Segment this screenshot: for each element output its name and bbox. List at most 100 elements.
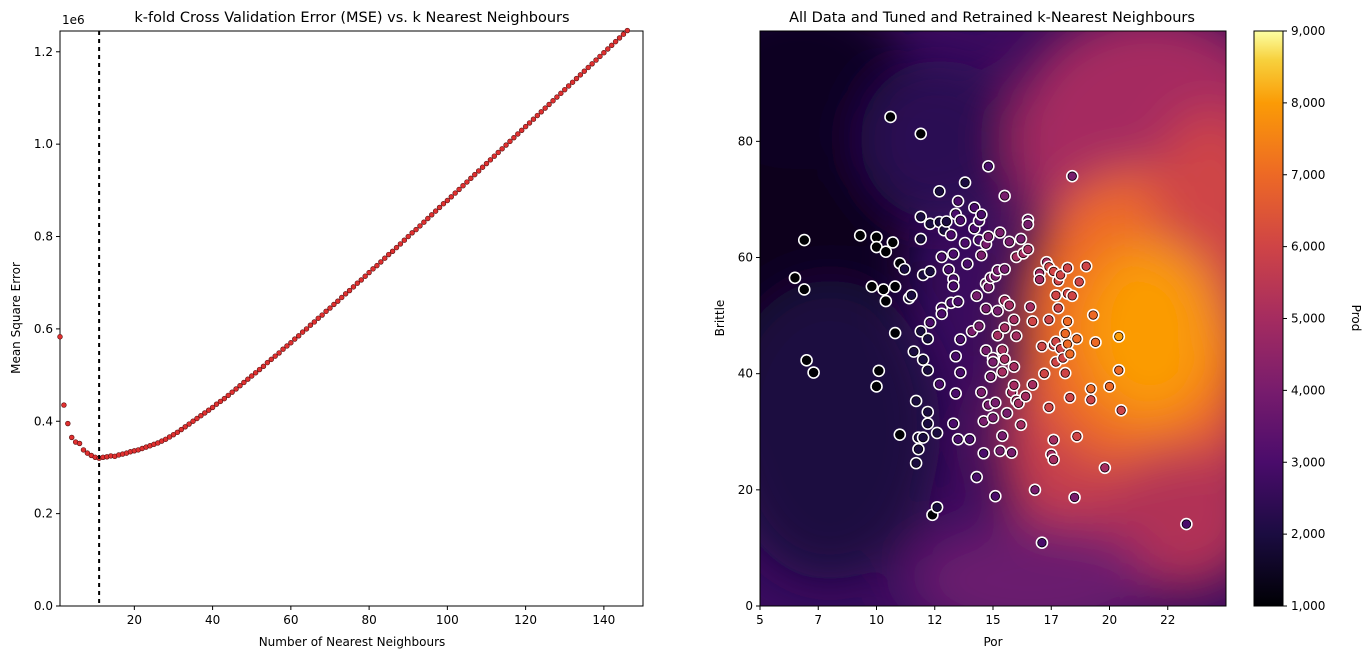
chart2-point: [1033, 273, 1046, 286]
chart1-series: [57, 27, 631, 461]
chart2-point: [1023, 300, 1037, 314]
chart2-point: [993, 226, 1007, 239]
chart1-point: [358, 277, 364, 283]
chart2-point: [935, 250, 949, 264]
chart2-point-edge: [1025, 302, 1035, 312]
chart1-point: [605, 46, 611, 52]
prediction-surface: [760, 31, 1226, 606]
chart2-point: [797, 233, 811, 247]
chart2-point-edge: [1002, 408, 1012, 418]
chart2-point: [933, 185, 946, 198]
chart2-point-edge: [1009, 362, 1019, 372]
chart2-point-edge: [1000, 264, 1010, 274]
chart1-point: [245, 376, 251, 382]
chart2-point: [984, 370, 997, 383]
chart2-point-edge: [1067, 291, 1077, 301]
chart2-point-edge: [871, 381, 882, 392]
chart2-point: [1065, 169, 1079, 183]
chart1-point: [479, 164, 486, 170]
chart1-point: [550, 98, 556, 104]
chart2-point-edge: [951, 351, 961, 361]
chart2-point: [893, 428, 907, 441]
chart2-point: [909, 456, 923, 470]
chart2-point-edge: [988, 413, 998, 423]
chart2-point: [1035, 536, 1049, 549]
chart2-point: [914, 127, 928, 141]
chart2-point: [1084, 393, 1098, 407]
chart2-point: [975, 248, 988, 262]
chart1-point: [569, 79, 576, 85]
chart1-point: [436, 204, 443, 211]
chart1-point: [65, 420, 71, 427]
chart2-point-edge: [1011, 331, 1021, 341]
chart1-point: [233, 386, 239, 392]
chart2-point-edge: [993, 330, 1003, 340]
chart1-xtick-label: 20: [127, 613, 142, 627]
chart1-point: [393, 244, 400, 251]
chart1-point: [554, 94, 560, 100]
chart2-point: [909, 394, 923, 408]
colorbar-tick-label: 4,000: [1291, 383, 1325, 397]
chart1-ytick-label: 0.4: [34, 414, 53, 428]
chart2-point-edge: [981, 304, 991, 314]
chart2-point: [1061, 261, 1074, 275]
chart2-point: [951, 295, 965, 308]
chart2-title: All Data and Tuned and Retrained k-Neare…: [789, 10, 1195, 26]
chart1-point: [202, 410, 208, 416]
chart2-point: [979, 344, 993, 357]
chart1-point: [413, 226, 419, 233]
chart2-point: [975, 208, 988, 221]
chart2-point-edge: [953, 196, 963, 206]
chart1-ytick-label: 1.2: [34, 45, 53, 59]
chart2-point: [996, 429, 1009, 443]
chart2-point: [807, 366, 820, 379]
chart2-point-edge: [965, 434, 975, 444]
chart2-point-edge: [1021, 391, 1031, 401]
chart1-title: k-fold Cross Validation Error (MSE) vs. …: [134, 10, 569, 26]
chart2-point-edge: [1072, 334, 1082, 344]
chart2-point: [970, 289, 983, 303]
chart2-point-edge: [867, 282, 877, 292]
chart2-point: [1049, 288, 1063, 302]
chart2-point-edge: [934, 186, 944, 196]
chart2-point-edge: [960, 238, 970, 248]
chart1-point: [276, 350, 282, 356]
chart1-point: [448, 194, 454, 200]
colorbar-label: Prod: [1349, 305, 1363, 332]
chart2-point-edge: [913, 444, 923, 454]
chart1-point: [401, 237, 408, 243]
chart1-point: [468, 175, 474, 182]
chart1-point: [84, 450, 91, 456]
chart2-point: [975, 385, 988, 399]
chart2-point: [1061, 315, 1074, 328]
chart1-point: [432, 208, 439, 214]
chart2-point-edge: [955, 215, 965, 225]
chart2-point-edge: [948, 249, 958, 259]
chart2-point-edge: [1065, 392, 1075, 403]
chart1-point: [256, 366, 263, 373]
chart2-point-edge: [916, 234, 926, 244]
chart2-point-edge: [953, 434, 963, 444]
chart2-point: [1070, 430, 1084, 443]
chart2-point-edge: [1049, 455, 1059, 465]
chart1-point: [397, 241, 404, 247]
chart2-point: [970, 470, 983, 484]
chart2-point-edge: [916, 129, 926, 139]
chart2-point-edge: [906, 290, 916, 300]
chart2-point: [961, 257, 974, 271]
chart1-point: [303, 326, 310, 332]
chart1-point: [472, 171, 478, 178]
chart2-point: [1086, 308, 1100, 322]
chart2-point-edge: [1039, 369, 1049, 379]
chart2-point: [951, 194, 965, 208]
chart2-point: [1070, 332, 1084, 346]
chart1-point: [80, 447, 87, 453]
colorbar-tick-label: 6,000: [1291, 240, 1325, 254]
chart2-point-edge: [888, 237, 898, 247]
chart2-point-edge: [1051, 290, 1061, 300]
chart2-point-edge: [890, 328, 900, 338]
chart1-point: [194, 415, 200, 422]
chart2-point: [1021, 243, 1035, 256]
chart2-point-edge: [960, 178, 970, 188]
chart2-point: [872, 364, 886, 378]
